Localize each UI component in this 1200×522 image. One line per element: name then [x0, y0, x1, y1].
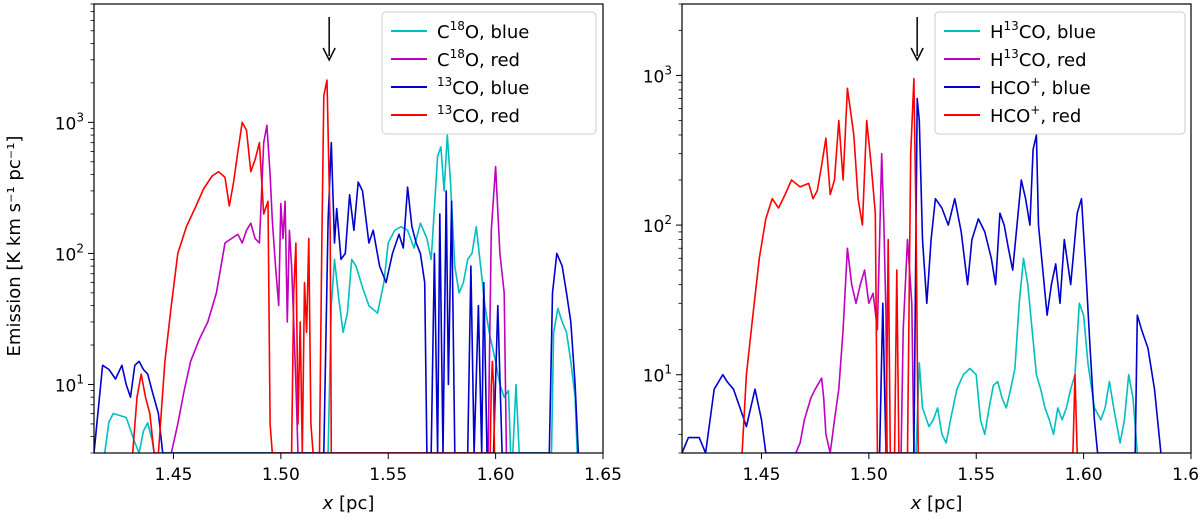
x-tick-label: 1.60 — [477, 465, 515, 485]
x-tick-label: 1.45 — [155, 465, 193, 485]
legend-box — [934, 11, 1186, 135]
series-line-3 — [131, 79, 496, 453]
x-tick-label: 1.55 — [957, 465, 995, 485]
series-line-3 — [741, 77, 1078, 453]
arrow-head — [322, 47, 336, 62]
series-line-0 — [915, 257, 1139, 453]
y-axis-label: Emission [K km s⁻¹ pc⁻¹] — [4, 136, 25, 357]
legend-label: 13CO, red — [437, 103, 520, 127]
legend-label: 13CO, blue — [437, 75, 529, 99]
series-line-1 — [795, 152, 915, 453]
series-line-1 — [170, 124, 508, 453]
chart-panel-left: 1.45 1.50 1.55 1.60 1.65 x [pc] 101 102 103 C18O,… — [55, 3, 622, 514]
x-tick-label: 1.60 — [1065, 465, 1103, 485]
plot-frame — [681, 3, 1192, 454]
x-axis-label: x [pc] — [322, 493, 375, 514]
plot-frame — [93, 3, 604, 454]
y-tick-label: 103 — [55, 110, 84, 134]
x-tick-label: 1.50 — [850, 465, 888, 485]
legend-box — [381, 11, 597, 135]
legend-label: C18O, red — [437, 47, 520, 71]
x-tick-label: 1.55 — [369, 465, 407, 485]
legend-label: H13CO, blue — [990, 19, 1096, 43]
series-line-2 — [94, 141, 580, 453]
x-tick-label: 1.65 — [1172, 465, 1200, 485]
y-tick-label: 102 — [643, 213, 672, 237]
legend-label: HCO+, blue — [990, 75, 1091, 99]
series-line-2 — [682, 97, 1162, 453]
series-group — [682, 77, 1162, 453]
x-tick-label: 1.45 — [743, 465, 781, 485]
arrow-head — [910, 47, 924, 62]
x-axis-label: x [pc] — [910, 493, 963, 514]
y-tick-label: 103 — [643, 63, 672, 87]
x-tick-label: 1.65 — [584, 465, 622, 485]
x-tick-label: 1.50 — [262, 465, 300, 485]
y-tick-label: 101 — [643, 363, 672, 387]
y-tick-label: 102 — [55, 241, 84, 265]
chart-panel-right: 1.45 1.50 1.55 1.60 1.65 x [pc] 101 102 103 H13CO… — [643, 3, 1200, 514]
series-group — [94, 79, 580, 453]
y-tick-label: 101 — [55, 372, 84, 396]
